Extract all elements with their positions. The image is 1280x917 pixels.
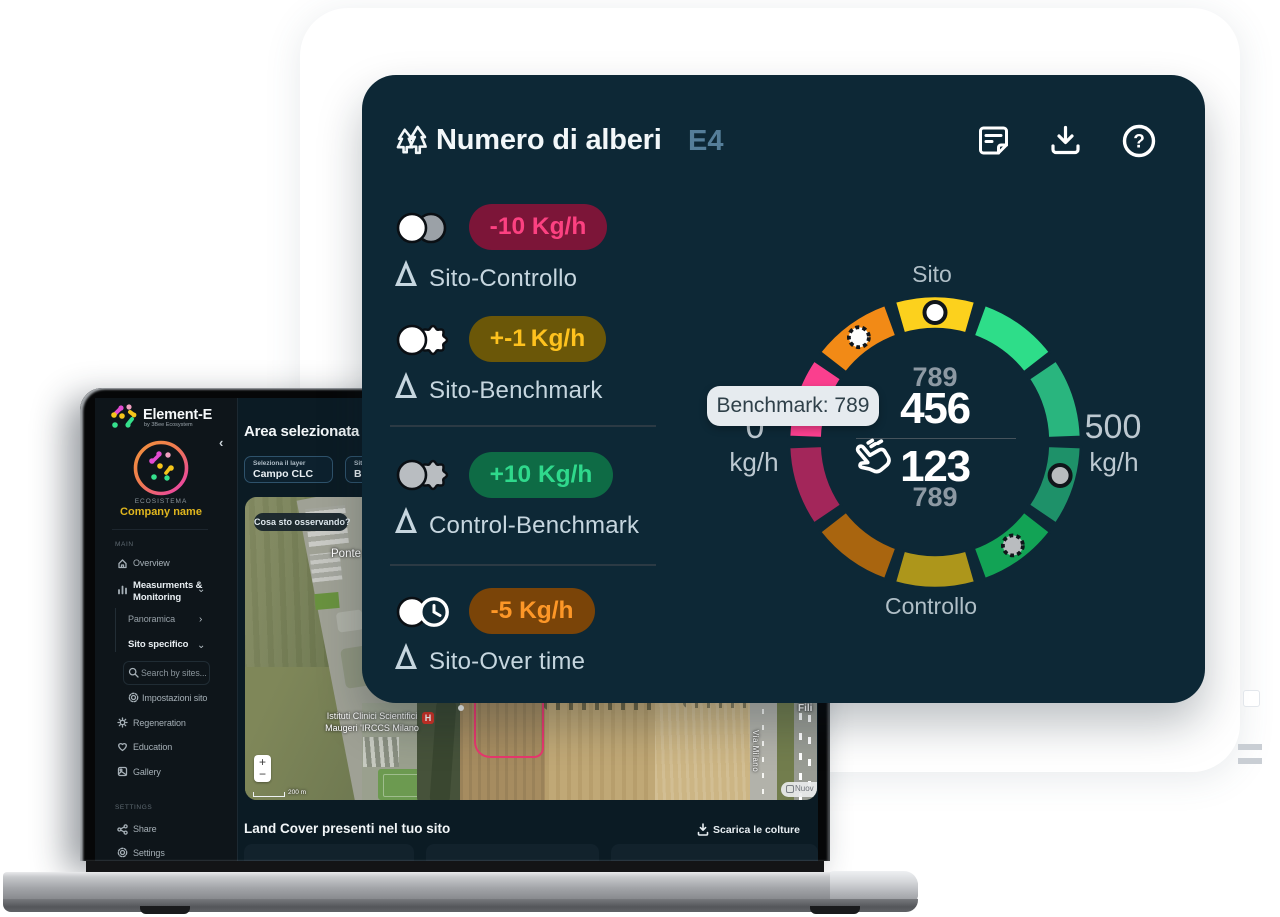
- svg-text:?: ?: [1133, 132, 1145, 153]
